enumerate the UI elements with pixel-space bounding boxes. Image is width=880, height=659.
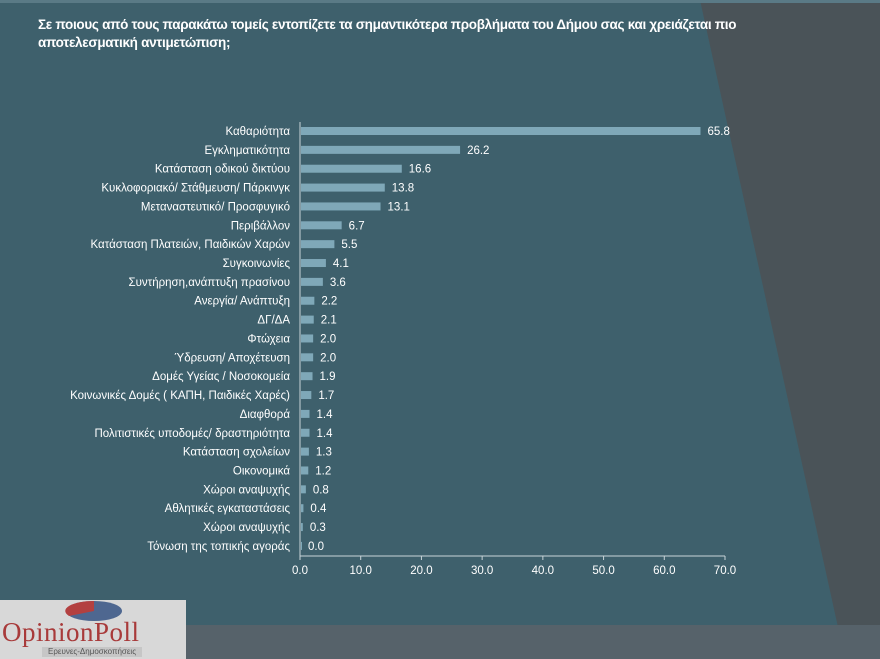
data-label: 2.0 [320,333,336,345]
data-label: 1.2 [315,465,331,477]
bar [301,541,302,550]
category-label: Συγκοινωνίες [223,258,291,270]
bar [301,409,310,418]
category-label: Συντήρηση,ανάπτυξη πρασίνου [129,277,290,289]
data-label: 0.3 [310,522,326,534]
category-label: Χώροι αναψυχής [203,484,290,496]
category-label: Κυκλοφοριακό/ Στάθμευση/ Πάρκινγκ [101,183,290,195]
category-label: Καθαριότητα [225,126,290,138]
bar [301,127,701,135]
category-label: Χώροι αναψυχής [203,522,290,534]
bar [301,523,303,532]
x-tick-label: 0.0 [292,565,308,577]
data-label: 1.3 [316,447,332,459]
category-label: Εγκληματικότητα [205,145,291,157]
bar [301,428,310,437]
bar [301,447,309,456]
chart-title: Σε ποιους από τους παρακάτω τομείς εντοπ… [38,17,737,50]
bar [301,504,304,513]
data-label: 2.0 [320,352,336,364]
bar [301,372,313,381]
category-label: Δομές Υγείας / Νοσοκομεία [152,371,290,383]
data-label: 0.8 [313,484,329,496]
category-label: Ανεργία/ Ανάπτυξη [194,296,290,308]
bar [301,466,309,475]
category-label: Κοινωνικές Δομές ( ΚΑΠΗ, Παιδικές Χαρές) [70,390,290,402]
bar [301,183,385,192]
category-label: Κατάσταση Πλατειών, Παιδικών Χαρών [91,239,291,251]
logo-text: OpinionPoll [2,617,140,647]
bar [301,240,335,249]
bar [301,202,381,211]
data-label: 5.5 [341,239,357,251]
category-label: Ύδρευση/ Αποχέτευση [174,352,290,364]
bar [301,259,326,268]
category-label: Οικονομικά [233,465,290,477]
opinionpoll-logo: OpinionPoll Ερευνες-Δημοσκοπήσεις [0,600,186,659]
data-label: 16.6 [409,164,431,176]
bar [301,485,306,494]
data-label: 1.7 [318,390,334,402]
category-label: Μεταναστευτικό/ Προσφυγικό [141,201,290,213]
x-tick-label: 50.0 [592,565,614,577]
category-label: Διαφθορά [240,409,291,421]
data-label: 6.7 [349,220,365,232]
data-label: 0.4 [310,503,327,515]
bar [301,145,461,154]
category-label: Περιβάλλον [231,220,291,232]
category-label: Κατάσταση οδικού δικτύου [155,164,290,176]
bar [301,391,312,400]
x-tick-label: 70.0 [714,565,736,577]
x-tick-label: 10.0 [350,565,372,577]
bar [301,221,342,230]
data-label: 65.8 [708,126,730,138]
category-label: ΔΓ/ΔΑ [257,315,290,327]
bar [301,164,402,173]
data-label: 26.2 [467,145,489,157]
bar [301,296,315,305]
data-label: 1.9 [320,371,336,383]
logo-tagline: Ερευνες-Δημοσκοπήσεις [42,647,143,657]
category-label: Αθλητικές εγκαταστάσεις [165,503,291,515]
bar [301,334,314,343]
x-tick-label: 20.0 [410,565,432,577]
data-label: 1.4 [317,428,334,440]
data-label: 4.1 [333,258,349,270]
category-label: Τόνωση της τοπικής αγοράς [147,541,290,553]
data-label: 2.2 [321,296,337,308]
data-label: 2.1 [321,315,337,327]
logo-pie-icon [65,600,122,621]
data-label: 1.4 [317,409,334,421]
bar [301,277,323,286]
data-label: 3.6 [330,277,346,289]
bar [301,315,314,324]
data-label: 13.8 [392,183,414,195]
data-label: 13.1 [388,201,410,213]
category-label: Κατάσταση σχολείων [183,447,290,459]
x-tick-label: 60.0 [653,565,675,577]
x-tick-label: 30.0 [471,565,493,577]
category-label: Φτώχεια [247,333,290,345]
category-label: Πολιτιστικές υποδομές/ δραστηριότητα [94,428,290,440]
x-tick-label: 40.0 [532,565,554,577]
bar [301,353,314,362]
data-label: 0.0 [308,541,324,553]
